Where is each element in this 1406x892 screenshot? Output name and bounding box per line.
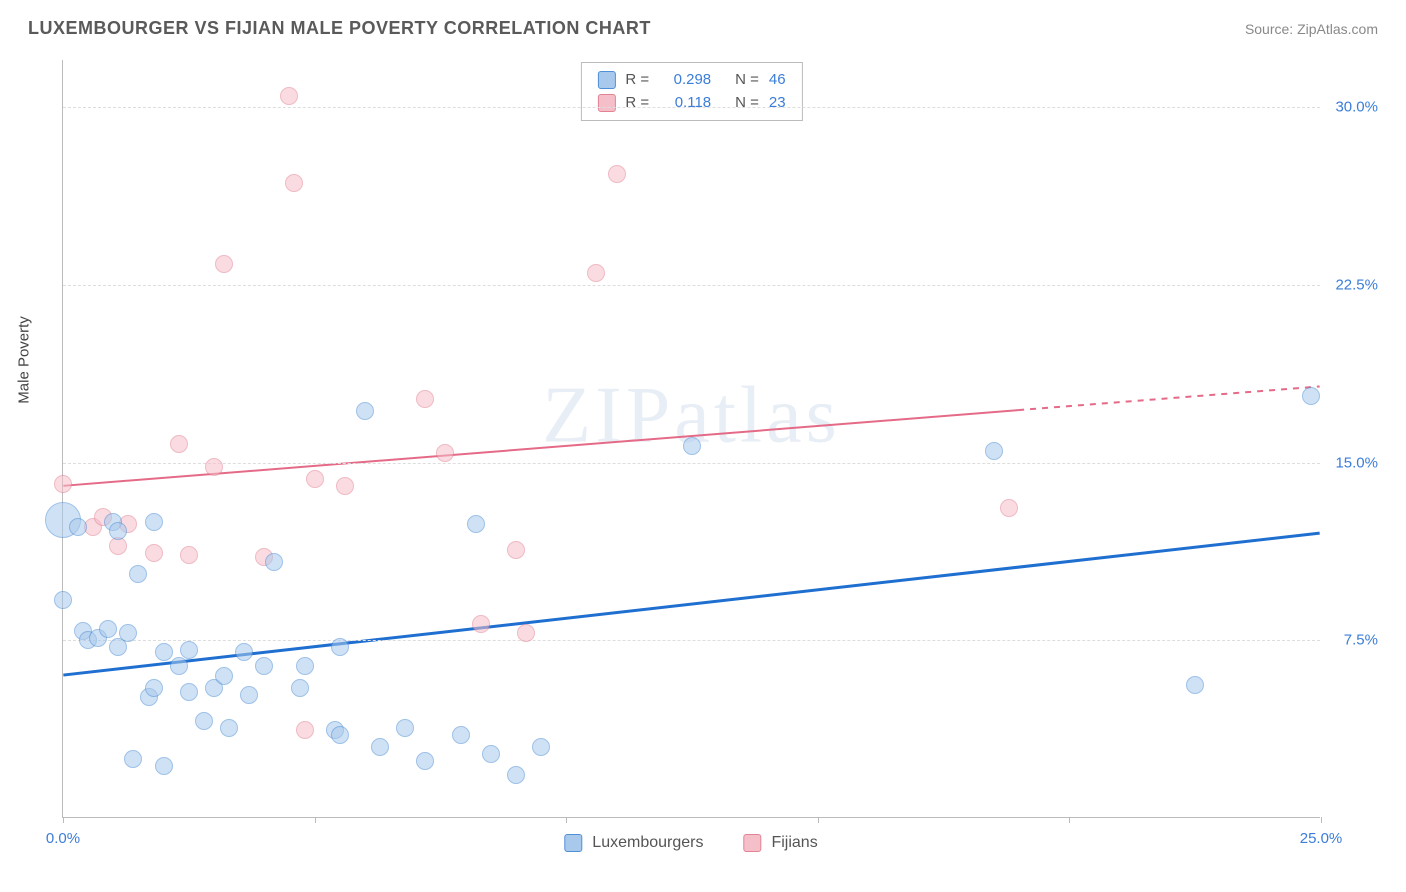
gridline-h: [63, 285, 1320, 286]
x-tick-label: 25.0%: [1300, 830, 1343, 847]
data-point-luxembourgers: [99, 620, 117, 638]
data-point-luxembourgers: [215, 667, 233, 685]
x-tick-label: 0.0%: [46, 830, 80, 847]
data-point-luxembourgers: [296, 657, 314, 675]
data-point-fijians: [205, 458, 223, 476]
x-tick: [315, 817, 316, 823]
data-point-luxembourgers: [331, 638, 349, 656]
data-point-luxembourgers: [371, 738, 389, 756]
x-tick: [1069, 817, 1070, 823]
data-point-luxembourgers: [180, 641, 198, 659]
data-point-luxembourgers: [1186, 676, 1204, 694]
data-point-luxembourgers: [119, 624, 137, 642]
stats-n-label: N =: [735, 69, 759, 92]
x-tick: [566, 817, 567, 823]
stats-legend-row: R = 0.118 N = 23: [597, 92, 785, 115]
data-point-luxembourgers: [291, 679, 309, 697]
legend-swatch: [743, 834, 761, 852]
y-tick-label: 7.5%: [1344, 632, 1378, 649]
data-point-luxembourgers: [532, 738, 550, 756]
legend-item-luxembourgers: Luxembourgers: [564, 834, 703, 852]
data-point-luxembourgers: [124, 750, 142, 768]
gridline-h: [63, 640, 1320, 641]
data-point-fijians: [180, 546, 198, 564]
data-point-luxembourgers: [467, 515, 485, 533]
data-point-luxembourgers: [482, 745, 500, 763]
data-point-luxembourgers: [145, 513, 163, 531]
stats-r-label: R =: [625, 92, 649, 115]
gridline-h: [63, 107, 1320, 108]
data-point-fijians: [296, 721, 314, 739]
data-point-luxembourgers: [69, 518, 87, 536]
data-point-fijians: [54, 475, 72, 493]
legend-swatch: [597, 71, 615, 89]
y-tick-label: 22.5%: [1335, 277, 1378, 294]
stats-legend-box: R = 0.298 N = 46 R = 0.118 N = 23: [580, 62, 802, 121]
data-point-luxembourgers: [155, 643, 173, 661]
data-point-fijians: [472, 615, 490, 633]
y-axis-title: Male Poverty: [16, 316, 33, 404]
data-point-luxembourgers: [1302, 387, 1320, 405]
data-point-luxembourgers: [265, 553, 283, 571]
plot-area: ZIPatlas R =0.298N =46R =0.118N =23 7.5%…: [62, 60, 1320, 818]
stats-r-label: R =: [625, 69, 649, 92]
data-point-luxembourgers: [129, 565, 147, 583]
x-tick: [818, 817, 819, 823]
stats-r-value: 0.298: [659, 69, 711, 92]
data-point-fijians: [416, 390, 434, 408]
data-point-fijians: [336, 477, 354, 495]
data-point-luxembourgers: [195, 712, 213, 730]
data-point-luxembourgers: [180, 683, 198, 701]
data-point-luxembourgers: [54, 591, 72, 609]
data-point-luxembourgers: [396, 719, 414, 737]
data-point-fijians: [587, 264, 605, 282]
data-point-luxembourgers: [109, 522, 127, 540]
data-point-luxembourgers: [155, 757, 173, 775]
x-tick: [63, 817, 64, 823]
data-point-fijians: [280, 87, 298, 105]
legend-label: Fijians: [771, 834, 817, 852]
legend-item-fijians: Fijians: [743, 834, 817, 852]
chart-container: ZIPatlas R =0.298N =46R =0.118N =23 7.5%…: [62, 60, 1320, 818]
stats-n-value: 23: [769, 92, 786, 115]
data-point-luxembourgers: [220, 719, 238, 737]
y-tick-label: 15.0%: [1335, 454, 1378, 471]
data-point-luxembourgers: [452, 726, 470, 744]
stats-r-value: 0.118: [659, 92, 711, 115]
data-point-luxembourgers: [507, 766, 525, 784]
data-point-fijians: [170, 435, 188, 453]
data-point-luxembourgers: [683, 437, 701, 455]
data-point-luxembourgers: [356, 402, 374, 420]
y-tick-label: 30.0%: [1335, 99, 1378, 116]
stats-legend-row: R = 0.298 N = 46: [597, 69, 785, 92]
data-point-fijians: [507, 541, 525, 559]
data-point-luxembourgers: [255, 657, 273, 675]
data-point-fijians: [215, 255, 233, 273]
data-point-fijians: [517, 624, 535, 642]
data-point-fijians: [306, 470, 324, 488]
data-point-luxembourgers: [416, 752, 434, 770]
data-point-fijians: [145, 544, 163, 562]
data-point-fijians: [285, 174, 303, 192]
data-point-luxembourgers: [170, 657, 188, 675]
legend-swatch: [597, 94, 615, 112]
data-point-luxembourgers: [985, 442, 1003, 460]
legend-swatch: [564, 834, 582, 852]
gridline-h: [63, 463, 1320, 464]
data-point-luxembourgers: [145, 679, 163, 697]
data-point-luxembourgers: [331, 726, 349, 744]
data-point-fijians: [1000, 499, 1018, 517]
data-point-luxembourgers: [235, 643, 253, 661]
legend-label: Luxembourgers: [592, 834, 703, 852]
data-point-fijians: [436, 444, 454, 462]
data-point-fijians: [608, 165, 626, 183]
stats-n-value: 46: [769, 69, 786, 92]
x-tick: [1321, 817, 1322, 823]
source-label: Source: ZipAtlas.com: [1245, 21, 1378, 37]
chart-title: LUXEMBOURGER VS FIJIAN MALE POVERTY CORR…: [28, 18, 651, 39]
series-legend: Luxembourgers Fijians: [564, 834, 817, 852]
stats-n-label: N =: [735, 92, 759, 115]
data-point-luxembourgers: [240, 686, 258, 704]
